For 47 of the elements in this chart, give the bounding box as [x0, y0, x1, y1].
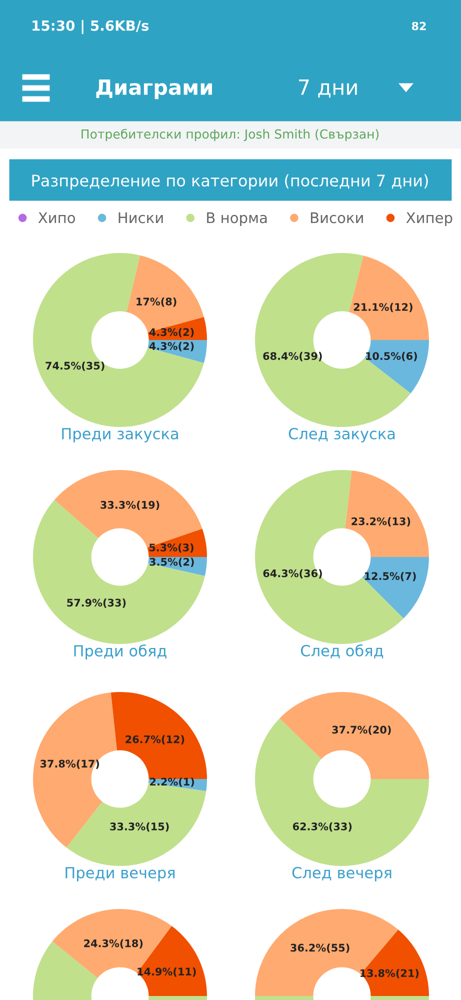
data-label: 4.3%(2): [149, 328, 194, 338]
donut-slice: [349, 256, 429, 340]
text: 7 дни: [298, 80, 357, 98]
donut-slice: [364, 340, 429, 394]
legend-label: В норма: [207, 212, 267, 226]
donut-slice: [110, 692, 207, 779]
text: Потребителски профил: Josh Smith (Свързан): [82, 128, 379, 142]
data-label: 36.2%(55): [290, 944, 350, 953]
data-label: 17%(8): [136, 297, 176, 307]
text: След обяд: [300, 644, 384, 658]
text: Диаграми: [96, 80, 212, 100]
legend-label: Ниски: [118, 212, 163, 224]
donut-slice: [362, 557, 429, 619]
text: След закуска: [288, 428, 395, 442]
data-label: 23.2%(13): [352, 517, 410, 526]
data-label: 12.5%(7): [364, 572, 416, 582]
legend-label: Хипер: [406, 212, 452, 226]
data-label: 37.7%(20): [332, 726, 391, 735]
text: 15:30 | 5.6KB/s: [32, 20, 149, 34]
data-label: 26.7%(12): [126, 735, 184, 744]
data-label: 4.3%(2): [149, 342, 194, 352]
data-label: 10.5%(6): [366, 352, 417, 362]
data-label: 57.9%(33): [67, 598, 126, 608]
data-label: 33.3%(15): [110, 822, 169, 832]
donut-slice: [33, 253, 204, 427]
donut-slice: [280, 692, 429, 779]
data-label: 13.8%(21): [360, 969, 419, 978]
text: Преди вечеря: [66, 867, 175, 882]
text: След вечеря: [292, 866, 392, 882]
donut-slice: [345, 470, 429, 557]
donut-slice: [255, 718, 429, 866]
text: Разпределение по категории (последни 7 дни): [32, 174, 428, 190]
legend-label: Високи: [310, 212, 363, 224]
data-label: 74.5%(35): [46, 362, 104, 371]
donut-slice: [33, 500, 205, 644]
legend-label: Хипо: [38, 212, 75, 224]
text: Преди закуска: [62, 428, 178, 442]
data-label: 33.3%(19): [100, 500, 160, 510]
data-label: 62.3%(33): [292, 822, 352, 832]
data-label: 21.1%(12): [354, 302, 412, 312]
data-label: 2.2%(1): [150, 778, 194, 787]
data-label: 24.3%(18): [84, 939, 143, 948]
text: Преди обяд: [74, 644, 166, 660]
data-label: 5.3%(3): [149, 543, 194, 553]
data-label: 3.5%(2): [150, 558, 194, 567]
data-label: 14.9%(11): [138, 967, 196, 977]
text: 82: [412, 22, 426, 30]
